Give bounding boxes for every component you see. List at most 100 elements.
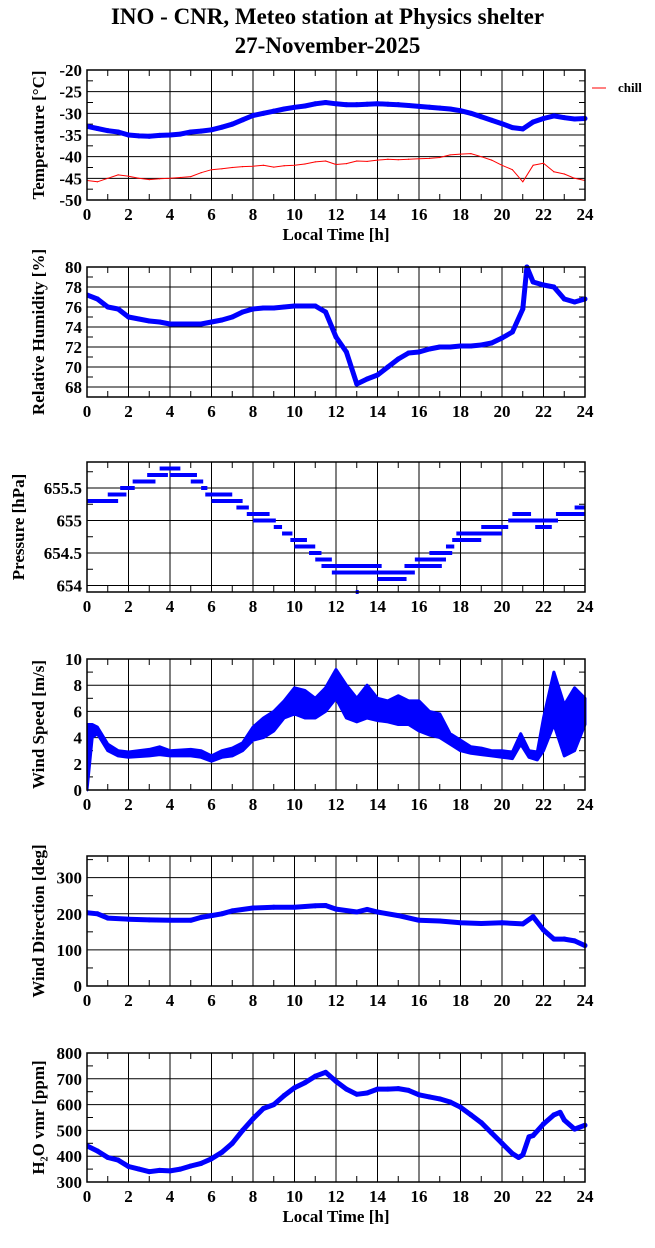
relative-humidity-point <box>271 305 277 311</box>
chart-title: INO - CNR, Meteo station at Physics shel… <box>110 4 545 29</box>
series-wind-direction <box>87 902 588 949</box>
series-pressure <box>87 466 585 594</box>
chill-point <box>366 160 368 163</box>
x-tick-label: 2 <box>124 597 133 616</box>
pressure-step <box>170 473 197 477</box>
relative-humidity-point <box>375 372 380 378</box>
relative-humidity-point <box>198 321 204 327</box>
pressure-step <box>201 486 208 490</box>
chill-point <box>542 162 545 164</box>
temperature-point <box>509 125 515 131</box>
wind-direction-point <box>105 915 111 921</box>
x-tick-label: 6 <box>207 402 216 421</box>
wind-direction-point <box>375 909 380 915</box>
x-tick-label: 0 <box>83 795 92 814</box>
temperature-point <box>177 131 183 137</box>
wind-direction-point <box>561 936 567 942</box>
y-tick-label: -35 <box>59 126 82 145</box>
x-tick-label: 16 <box>411 1187 428 1206</box>
h2o-vmr-point <box>458 1104 463 1110</box>
x-tick-label: 10 <box>286 991 303 1010</box>
series-relative-humidity <box>87 264 588 387</box>
h2o-vmr-point <box>561 1117 567 1123</box>
y-tick-label: 200 <box>57 905 83 924</box>
temperature-point <box>530 119 536 125</box>
x-tick-label: 18 <box>452 597 469 616</box>
relative-humidity-point <box>572 299 578 305</box>
x-tick-label: 20 <box>494 1187 511 1206</box>
relative-humidity-point <box>94 296 100 302</box>
chill-point <box>480 156 482 158</box>
relative-humidity-point <box>551 284 557 290</box>
y-tick-label: -45 <box>59 169 82 188</box>
pressure-step <box>87 499 119 503</box>
pressure-step <box>445 544 455 549</box>
x-tick-label: 8 <box>249 402 258 421</box>
wind-direction-point <box>354 909 360 915</box>
relative-humidity-point <box>260 305 266 311</box>
x-tick-label: 4 <box>166 597 175 616</box>
y-tick-label: -20 <box>59 61 82 80</box>
y-tick-label: 300 <box>57 1173 83 1192</box>
x-tick-label: 24 <box>577 402 595 421</box>
x-tick-label: 16 <box>411 597 428 616</box>
x-tick-label: 18 <box>452 795 469 814</box>
chill-point <box>293 164 296 166</box>
chill-point <box>449 154 451 156</box>
relative-humidity-point <box>468 343 474 349</box>
x-tick-label: 12 <box>328 1187 345 1206</box>
x-tick-label: 18 <box>452 1187 469 1206</box>
chill-point <box>522 181 524 183</box>
relative-humidity-point <box>312 303 318 309</box>
y-axis-label: H₂O vmr [ppm] <box>29 1060 48 1174</box>
plot-frame <box>86 266 586 398</box>
temperature-point <box>260 110 266 116</box>
h2o-vmr-point <box>188 1163 194 1169</box>
chill-point <box>127 175 130 177</box>
wind-direction-point <box>541 927 546 933</box>
x-tick-label: 8 <box>249 205 258 224</box>
h2o-vmr-point <box>520 1152 526 1158</box>
h2o-vmr-point <box>260 1105 266 1111</box>
chill-point <box>563 173 565 175</box>
y-axis-label: Temperature [°C] <box>29 70 48 199</box>
plot-frame <box>86 658 586 791</box>
temperature-point <box>468 110 474 116</box>
wind-direction-point <box>458 920 463 926</box>
x-axis-label: Local Time [h] <box>282 225 389 244</box>
y-tick-label: 0 <box>74 781 83 800</box>
x-tick-label: 14 <box>369 795 387 814</box>
wind-direction-point <box>229 908 235 914</box>
wind-direction-point <box>530 914 536 920</box>
plot-frame <box>86 855 586 987</box>
chart-date: 27-November-2025 <box>234 33 421 58</box>
temperature-point <box>520 126 526 132</box>
chill-point <box>273 166 275 168</box>
h2o-vmr-point <box>364 1090 370 1096</box>
chill-point <box>169 177 171 179</box>
h2o-vmr-point <box>468 1112 474 1118</box>
relative-humidity-point <box>333 334 339 340</box>
h2o-vmr-point <box>240 1127 246 1133</box>
temperature-point <box>136 133 142 139</box>
chill-point <box>532 164 534 166</box>
plot-frame <box>86 461 586 593</box>
h2o-vmr-point <box>541 1121 546 1127</box>
pressure-step <box>508 518 559 523</box>
wind-direction-point <box>364 906 370 912</box>
x-tick-label: 12 <box>328 402 345 421</box>
series-chill <box>87 153 586 183</box>
h2o-vmr-point <box>312 1073 318 1079</box>
relative-humidity-point <box>561 296 567 302</box>
pressure-step <box>574 505 585 510</box>
h2o-vmr-point <box>526 1134 532 1140</box>
wind-direction-point <box>499 920 505 926</box>
x-tick-label: 6 <box>207 795 216 814</box>
h2o-vmr-point <box>551 1112 557 1118</box>
y-tick-label: 600 <box>57 1096 83 1115</box>
temperature-point <box>354 102 360 108</box>
wind-direction-point <box>572 938 578 944</box>
x-tick-label: 14 <box>369 1187 387 1206</box>
x-tick-label: 20 <box>494 597 511 616</box>
temperature-point <box>105 128 111 134</box>
